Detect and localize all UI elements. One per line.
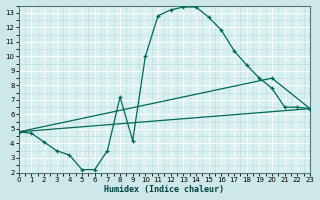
X-axis label: Humidex (Indice chaleur): Humidex (Indice chaleur)	[104, 185, 224, 194]
